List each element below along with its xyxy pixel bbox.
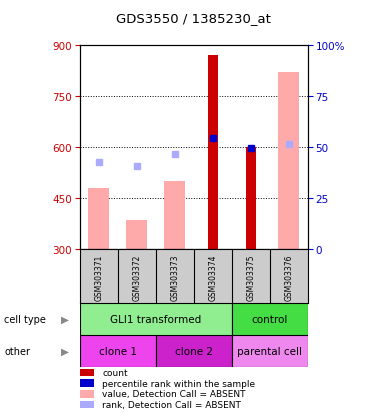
Text: GSM303372: GSM303372 — [132, 254, 141, 300]
Bar — [232, 335, 308, 367]
Text: GDS3550 / 1385230_at: GDS3550 / 1385230_at — [116, 12, 271, 25]
Bar — [207, 56, 218, 250]
Text: GSM303374: GSM303374 — [209, 254, 217, 300]
Text: ▶: ▶ — [61, 314, 69, 325]
Bar — [88, 188, 109, 250]
Text: percentile rank within the sample: percentile rank within the sample — [102, 379, 255, 388]
Text: clone 1: clone 1 — [99, 346, 137, 356]
Text: GLI1 transformed: GLI1 transformed — [110, 314, 201, 325]
Bar — [246, 147, 256, 250]
Text: control: control — [252, 314, 288, 325]
Bar — [279, 73, 299, 250]
Bar — [80, 304, 232, 335]
Text: GSM303373: GSM303373 — [170, 254, 179, 300]
Text: GSM303376: GSM303376 — [285, 254, 293, 300]
Text: ▶: ▶ — [61, 346, 69, 356]
Text: other: other — [4, 346, 30, 356]
Text: clone 2: clone 2 — [175, 346, 213, 356]
Text: GSM303371: GSM303371 — [94, 254, 103, 300]
Bar — [232, 304, 308, 335]
Text: count: count — [102, 368, 128, 377]
Bar — [80, 335, 156, 367]
Bar — [127, 221, 147, 250]
Text: GSM303375: GSM303375 — [246, 254, 255, 300]
Bar — [164, 182, 185, 250]
Text: parental cell: parental cell — [237, 346, 302, 356]
Text: value, Detection Call = ABSENT: value, Detection Call = ABSENT — [102, 389, 246, 399]
Text: rank, Detection Call = ABSENT: rank, Detection Call = ABSENT — [102, 400, 241, 409]
Bar — [156, 335, 232, 367]
Text: cell type: cell type — [4, 314, 46, 325]
